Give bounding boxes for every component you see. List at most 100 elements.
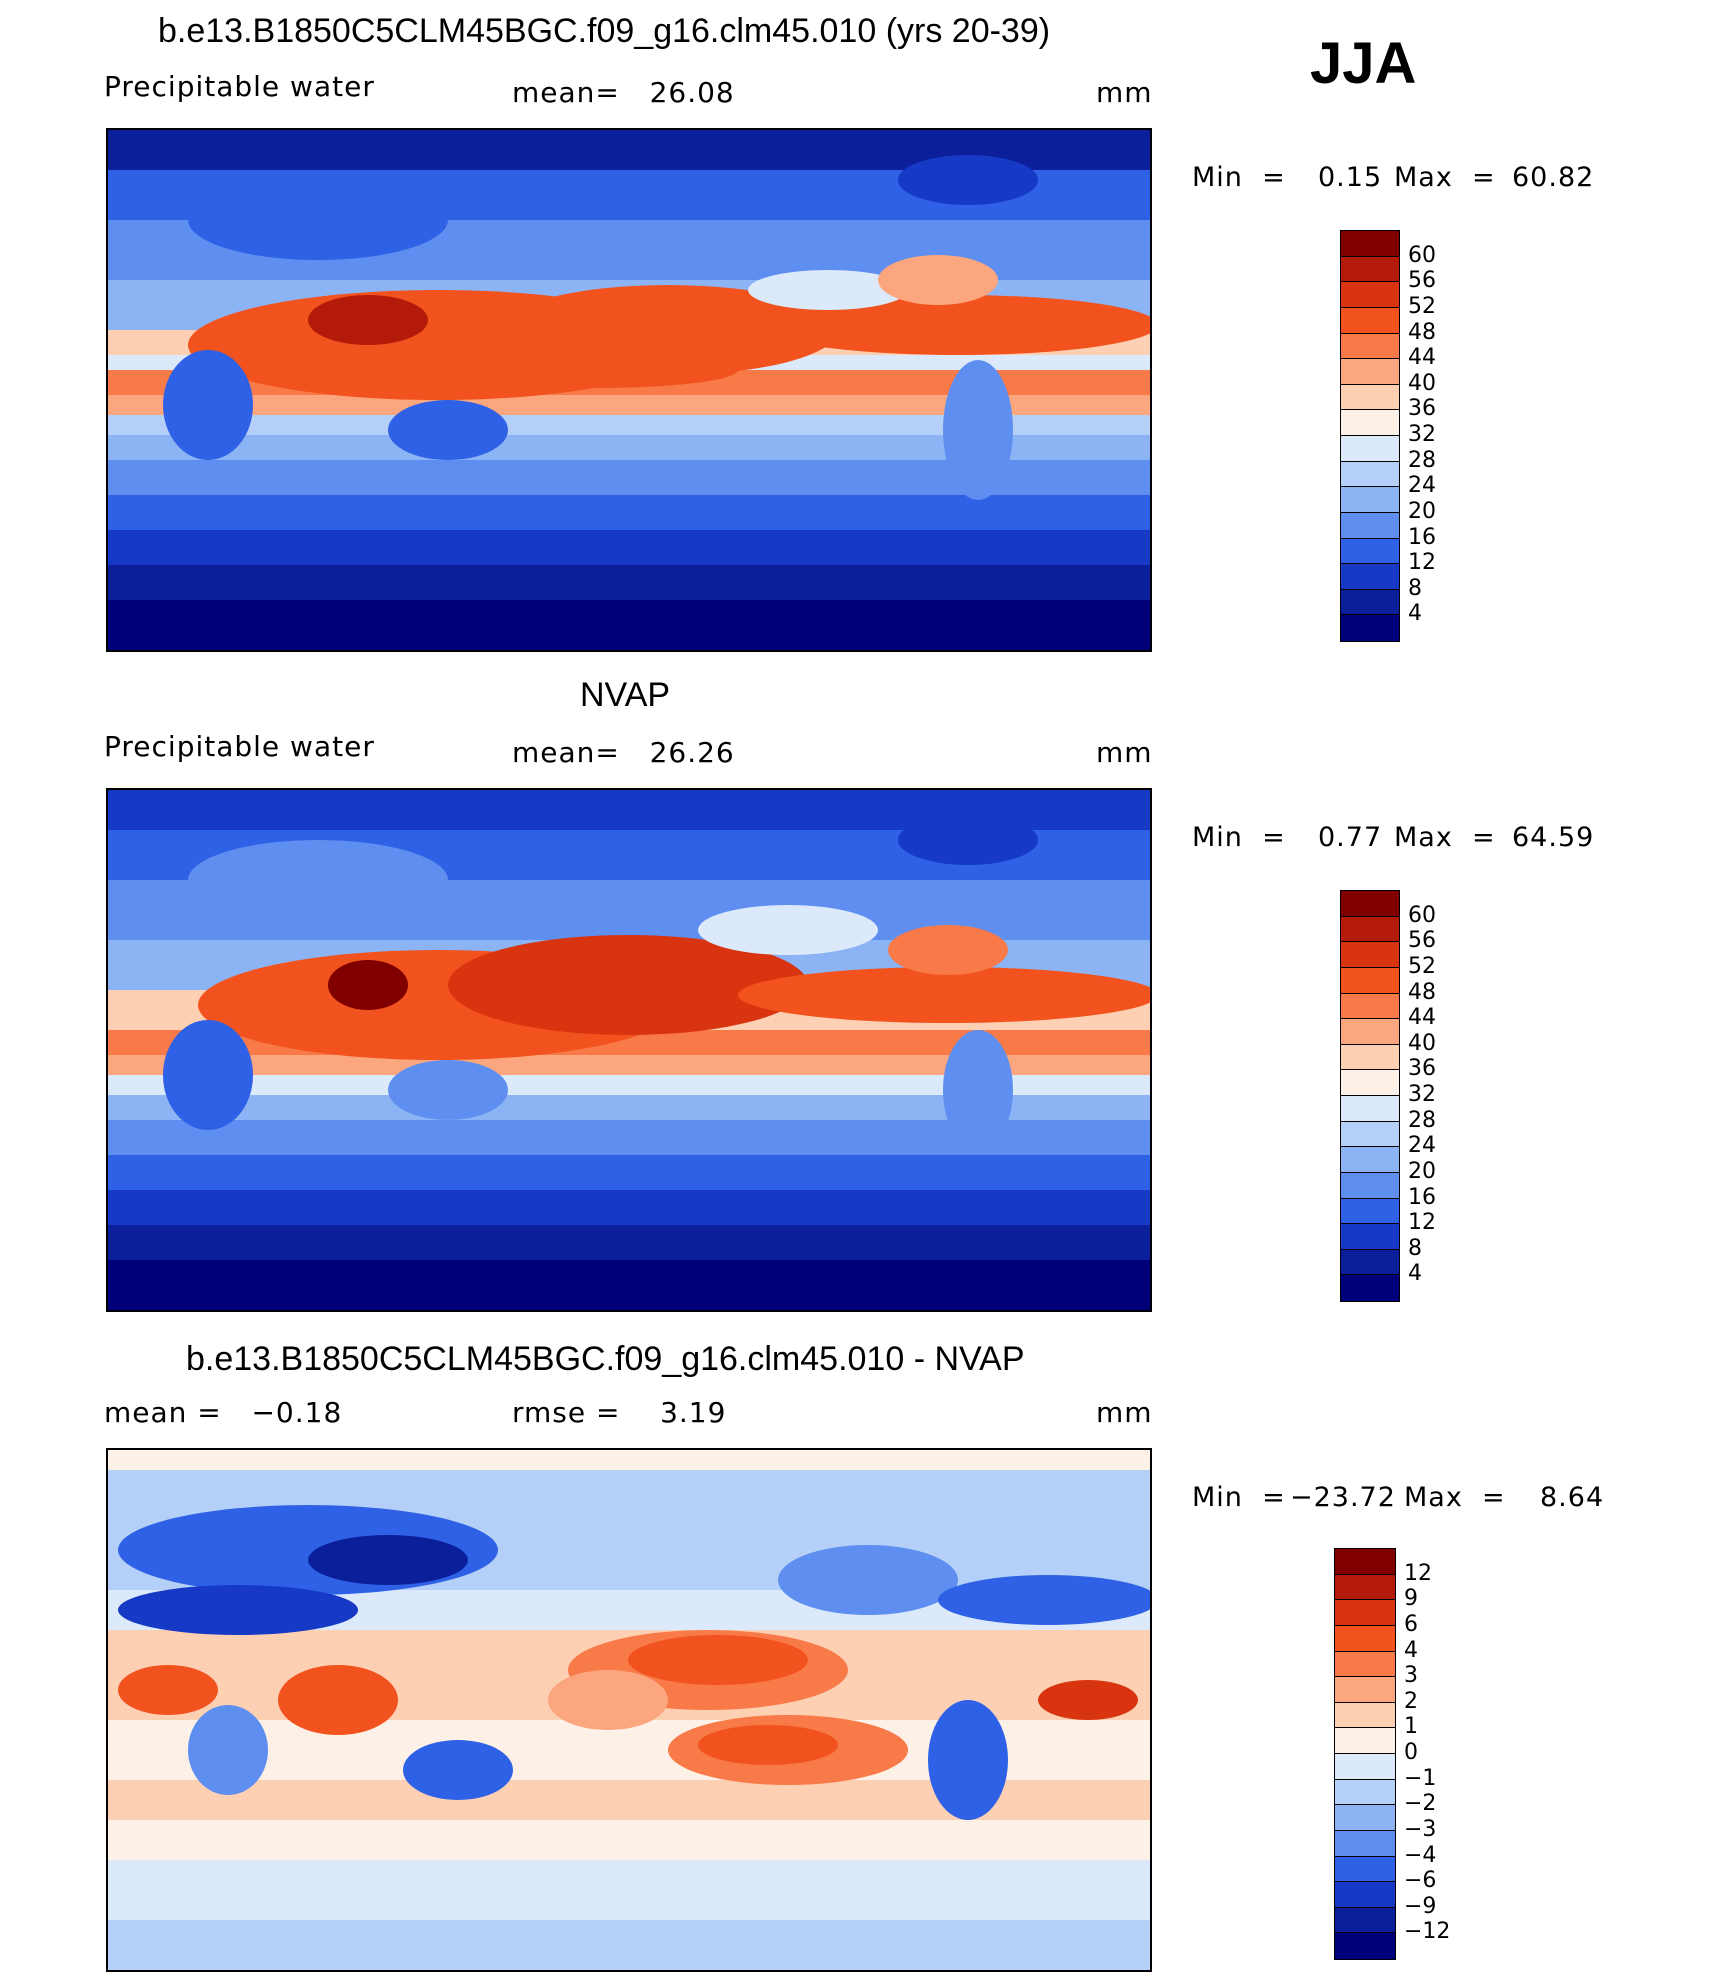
colorbar-swatch [1341, 916, 1399, 943]
colorbar-swatch [1341, 1019, 1399, 1045]
panel-1-title: b.e13.B1850C5CLM45BGC.f09_g16.clm45.010 … [158, 12, 1051, 50]
colorbar-tick-label: −2 [1404, 1791, 1437, 1817]
colorbar-swatch [1335, 1549, 1395, 1575]
colorbar-tick-label: 28 [1408, 447, 1436, 473]
colorbar-tick-label: 20 [1408, 498, 1436, 524]
panel-2-min-label: Min = [1192, 822, 1286, 853]
colorbar-swatch [1335, 1754, 1395, 1780]
colorbar-swatch [1341, 359, 1399, 385]
panel-2-min-value: 0.77 [1318, 822, 1383, 853]
colorbar-swatch [1341, 384, 1399, 411]
panel-1-variable-label: Precipitable water [104, 70, 375, 103]
colorbar-swatch [1335, 1856, 1395, 1883]
colorbar-swatch [1335, 1702, 1395, 1729]
colorbar-tick-label: 0 [1404, 1740, 1418, 1765]
panel-3-min-label: Min = [1192, 1482, 1286, 1513]
panel-1-colorbar [1340, 230, 1400, 642]
colorbar-tick-label: 32 [1408, 1082, 1436, 1107]
colorbar-swatch [1341, 1147, 1399, 1173]
colorbar-tick-label: 12 [1408, 550, 1436, 576]
panel-3-max-label: Max = [1404, 1482, 1506, 1513]
colorbar-tick-label: 44 [1408, 345, 1436, 371]
panel-2-colorbar [1340, 890, 1400, 1302]
colorbar-swatch [1341, 615, 1399, 641]
colorbar-tick-label: 20 [1408, 1158, 1436, 1184]
colorbar-swatch [1341, 307, 1399, 334]
colorbar-tick-label: 4 [1404, 1637, 1418, 1663]
colorbar-tick-label: 8 [1408, 1235, 1422, 1261]
colorbar-swatch [1335, 1574, 1395, 1601]
colorbar-tick-label: 56 [1408, 268, 1436, 294]
colorbar-tick-label: 40 [1408, 370, 1436, 396]
colorbar-swatch [1335, 1600, 1395, 1626]
colorbar-swatch [1335, 1728, 1395, 1754]
colorbar-tick-label: −1 [1404, 1765, 1437, 1791]
colorbar-tick-label: 44 [1408, 1005, 1436, 1031]
colorbar-tick-label: 9 [1404, 1586, 1418, 1612]
colorbar-tick-label: 24 [1408, 473, 1436, 499]
colorbar-tick-label: 60 [1408, 902, 1436, 928]
colorbar-tick-label: 8 [1408, 575, 1422, 601]
panel-3-max-value: 8.64 [1540, 1482, 1605, 1513]
colorbar-tick-label: 52 [1408, 953, 1436, 979]
panel-1-units: mm [1096, 76, 1153, 109]
colorbar-swatch [1341, 436, 1399, 462]
colorbar-tick-label: −6 [1404, 1868, 1437, 1894]
colorbar-swatch [1335, 1933, 1395, 1959]
colorbar-swatch [1341, 410, 1399, 436]
colorbar-tick-label: −3 [1404, 1816, 1437, 1842]
panel-2-mean-label: mean= 26.26 [512, 736, 735, 769]
colorbar-swatch [1341, 256, 1399, 283]
colorbar-tick-label: 4 [1408, 1261, 1422, 1287]
panel-2-max-label: Max = [1394, 822, 1496, 853]
panel-2-units: mm [1096, 736, 1153, 769]
colorbar-swatch [1341, 231, 1399, 257]
colorbar-swatch [1341, 1198, 1399, 1225]
panel-2-variable-label: Precipitable water [104, 730, 375, 763]
colorbar-tick-label: 48 [1408, 979, 1436, 1005]
colorbar-tick-label: 32 [1408, 422, 1436, 447]
colorbar-tick-label: 6 [1404, 1611, 1418, 1637]
colorbar-swatch [1341, 1224, 1399, 1250]
colorbar-tick-label: 2 [1404, 1688, 1418, 1714]
panel-3-min-value: −23.72 [1290, 1482, 1396, 1513]
colorbar-swatch [1335, 1677, 1395, 1703]
panel-1-mean-label: mean= 26.08 [512, 76, 735, 109]
colorbar-swatch [1335, 1779, 1395, 1806]
colorbar-tick-label: 60 [1408, 242, 1436, 268]
colorbar-tick-label: 40 [1408, 1030, 1436, 1056]
colorbar-swatch [1341, 967, 1399, 994]
colorbar-swatch [1341, 1070, 1399, 1096]
colorbar-swatch [1341, 538, 1399, 565]
colorbar-tick-label: 52 [1408, 293, 1436, 319]
colorbar-tick-label: −12 [1404, 1919, 1451, 1945]
panel-1-max-value: 60.82 [1512, 162, 1595, 193]
colorbar-swatch [1341, 891, 1399, 917]
colorbar-tick-label: 16 [1408, 524, 1436, 550]
colorbar-swatch [1341, 461, 1399, 488]
colorbar-swatch [1341, 1096, 1399, 1122]
panel-3-rmse-label: rmse = 3.19 [512, 1396, 727, 1429]
colorbar-tick-label: 24 [1408, 1133, 1436, 1159]
colorbar-swatch [1341, 1249, 1399, 1276]
panel-3-title: b.e13.B1850C5CLM45BGC.f09_g16.clm45.010 … [186, 1340, 1025, 1378]
colorbar-tick-label: 12 [1404, 1560, 1432, 1586]
panel-1-min-value: 0.15 [1318, 162, 1383, 193]
colorbar-tick-label: −4 [1404, 1842, 1437, 1868]
panel-2-max-value: 64.59 [1512, 822, 1595, 853]
panel-1-max-label: Max = [1394, 162, 1496, 193]
colorbar-swatch [1341, 333, 1399, 360]
panel-2-title: NVAP [580, 676, 671, 714]
colorbar-swatch [1341, 1275, 1399, 1301]
colorbar-tick-label: 12 [1408, 1210, 1436, 1236]
colorbar-tick-label: −9 [1404, 1893, 1437, 1919]
panel-3-mean-label: mean = −0.18 [104, 1396, 343, 1429]
panel-1-map [106, 128, 1152, 652]
colorbar-swatch [1335, 1625, 1395, 1652]
colorbar-swatch [1341, 993, 1399, 1020]
colorbar-swatch [1341, 1172, 1399, 1199]
colorbar-swatch [1341, 564, 1399, 590]
panel-3-colorbar [1334, 1548, 1396, 1960]
colorbar-tick-label: 4 [1408, 601, 1422, 627]
colorbar-swatch [1341, 589, 1399, 616]
